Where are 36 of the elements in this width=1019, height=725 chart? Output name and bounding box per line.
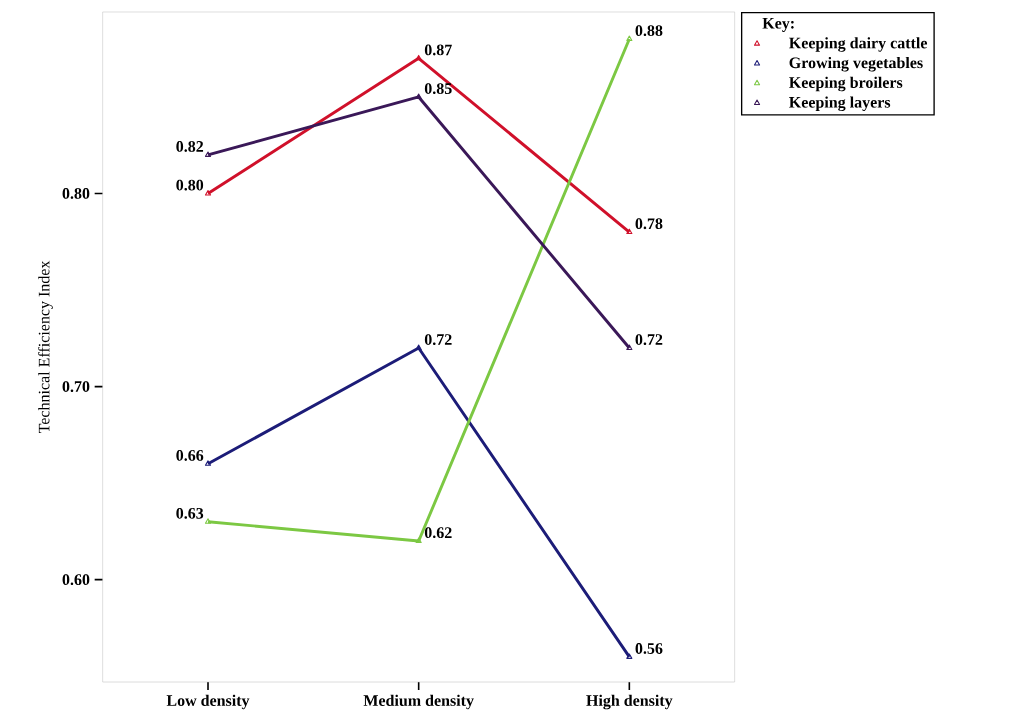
data-label: 0.78 (635, 218, 663, 230)
data-label: 0.72 (635, 334, 663, 345)
data-label: 0.82 (176, 141, 204, 152)
data-label: 0.72 (424, 334, 452, 345)
data-label: 0.66 (176, 449, 204, 461)
legend-title: Key: (762, 17, 794, 32)
legend-label: Keeping dairy cattle (789, 37, 928, 52)
x-tick-label: Low density (166, 694, 250, 710)
point (204, 151, 212, 157)
point (204, 189, 212, 196)
data-label: 0.80 (176, 179, 204, 191)
data-label: 0.87 (424, 44, 452, 56)
point (626, 228, 633, 235)
data-label: 0.62 (424, 527, 452, 539)
point (415, 93, 422, 99)
point (626, 653, 633, 659)
point (415, 344, 422, 350)
point (626, 344, 633, 350)
legend-label: Growing vegetables (789, 56, 923, 72)
x-tick-label: Medium density (363, 694, 474, 710)
data-label: 0.56 (635, 643, 663, 654)
data-label: 0.88 (635, 25, 663, 37)
point (204, 460, 212, 466)
y-tick-label: 0.70 (62, 381, 90, 392)
y-tick-label: 0.60 (62, 574, 90, 586)
data-label: 0.63 (176, 507, 204, 519)
legend-label: Keeping broilers (789, 76, 903, 92)
point (415, 54, 422, 61)
point (204, 518, 212, 524)
y-tick-label: 0.80 (62, 188, 90, 199)
point (626, 35, 633, 41)
point (415, 537, 422, 544)
legend-label: Keeping layers (789, 96, 891, 112)
data-label: 0.85 (424, 83, 452, 94)
x-tick-label: High density (586, 694, 673, 710)
y-axis-title: Technical Efficiency Index (38, 260, 53, 434)
